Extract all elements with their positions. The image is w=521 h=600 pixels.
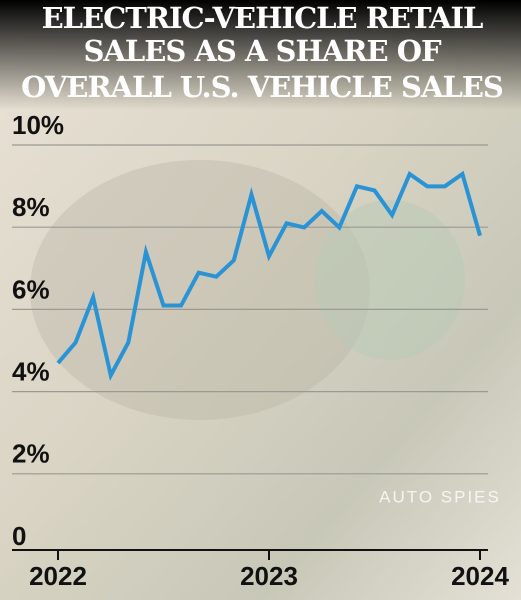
y-tick-label: 8% — [12, 192, 50, 222]
y-tick-label: 4% — [12, 356, 50, 386]
y-tick-label: 2% — [12, 439, 50, 469]
x-tick-label: 2023 — [240, 561, 298, 591]
data-line — [56, 170, 482, 382]
x-tick-label: 2022 — [29, 561, 87, 591]
y-tick-label: 0 — [12, 521, 26, 551]
chart-title: ELECTRIC-VEHICLE RETAIL SALES AS A SHARE … — [21, 1, 503, 104]
watermark: AUTO SPIES — [379, 487, 501, 506]
x-tick-label: 2024 — [451, 561, 509, 591]
title-band — [0, 0, 521, 110]
y-tick-label: 6% — [12, 274, 50, 304]
photo-shape — [315, 200, 465, 360]
y-tick-label: 10% — [12, 110, 64, 140]
